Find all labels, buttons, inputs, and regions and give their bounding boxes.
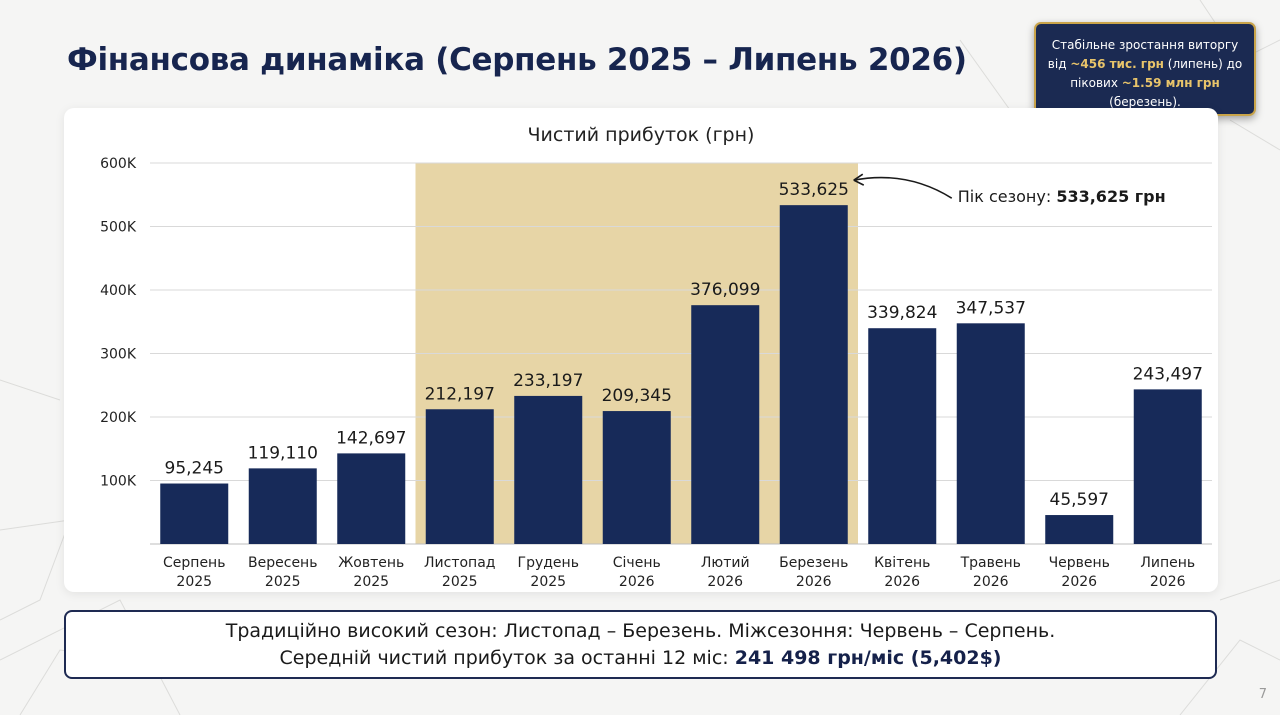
callout-mid: (липень) до пікових: [1070, 57, 1243, 90]
bar: [691, 305, 760, 544]
x-tick-label-year: 2025: [353, 574, 389, 590]
summary-line-2-prefix: Середній чистий прибуток за останні 12 м…: [279, 647, 735, 669]
bar-value-label: 243,497: [1133, 364, 1203, 384]
x-tick-label-month: Травень: [960, 555, 1021, 571]
bar-value-label: 45,597: [1050, 490, 1109, 510]
growth-callout: Стабільне зростання виторгу від ~456 тис…: [1034, 22, 1256, 116]
chart-card: Чистий прибуток (грн) 100K 200K 300K 400K 500…: [64, 108, 1218, 592]
callout-high-value: ~1.59 млн грн: [1121, 76, 1220, 90]
x-tick-label-month: Вересень: [248, 555, 317, 571]
callout-prefix: Стабільне зростання виторгу від: [1047, 38, 1239, 71]
bar: [956, 323, 1025, 544]
callout-low-value: ~456 тис. грн: [1070, 57, 1164, 71]
bar: [425, 409, 494, 544]
peak-annotation-prefix: Пік сезону:: [958, 187, 1057, 206]
x-tick-label-month: Серпень: [163, 555, 225, 571]
x-tick-label-year: 2026: [1150, 574, 1186, 590]
x-tick-label-month: Листопад: [424, 555, 495, 571]
y-tick-label: 100K: [100, 474, 137, 490]
x-tick-label-month: Березень: [779, 555, 848, 571]
bar: [248, 468, 317, 544]
bar-value-label: 533,625: [779, 180, 849, 200]
bar-value-label: 347,537: [956, 298, 1026, 318]
x-tick-label-year: 2026: [707, 574, 743, 590]
summary-box: Традиційно високий сезон: Листопад – Бер…: [64, 610, 1217, 679]
x-tick-label-year: 2026: [884, 574, 920, 590]
y-tick-label: 600K: [100, 156, 137, 172]
bar: [514, 395, 583, 544]
bar-value-label: 95,245: [165, 459, 224, 479]
profit-bar-chart: Чистий прибуток (грн) 100K 200K 300K 400K 500…: [100, 124, 1212, 590]
page-title: Фінансова динаміка (Серпень 2025 – Липен…: [67, 42, 967, 78]
bar-value-label: 233,197: [513, 371, 583, 391]
bar: [602, 411, 671, 544]
x-tick-label-month: Жовтень: [338, 555, 404, 571]
summary-average-value: 241 498 грн/міс (5,402$): [734, 647, 1002, 669]
peak-annotation-value: 533,625 грн: [1056, 187, 1165, 206]
x-tick-label-year: 2025: [530, 574, 566, 590]
bar: [868, 328, 937, 544]
bar-value-label: 142,697: [336, 428, 406, 448]
bar-value-label: 212,197: [425, 384, 495, 404]
summary-line-1: Традиційно високий сезон: Листопад – Бер…: [225, 620, 1056, 642]
summary-line-2: Середній чистий прибуток за останні 12 м…: [66, 645, 1215, 672]
bar: [779, 205, 848, 544]
x-tick-label-month: Липень: [1140, 555, 1195, 571]
bar-value-label: 119,110: [248, 443, 318, 463]
peak-arrowhead: [853, 173, 865, 186]
y-tick-label: 400K: [100, 283, 137, 299]
bar: [1133, 389, 1202, 544]
chart-title: Чистий прибуток (грн): [528, 124, 755, 146]
x-tick-label-month: Грудень: [518, 555, 579, 571]
x-tick-label-year: 2026: [796, 574, 832, 590]
callout-suffix: (березень).: [1109, 95, 1181, 109]
x-tick-label-month: Квітень: [874, 555, 930, 571]
bar-value-label: 339,824: [867, 303, 937, 323]
x-tick-label-month: Лютий: [701, 555, 750, 571]
x-tick-label-year: 2025: [176, 574, 212, 590]
x-tick-label-year: 2026: [973, 574, 1009, 590]
bar: [1045, 515, 1114, 544]
bar-value-label: 209,345: [602, 386, 672, 406]
bar: [337, 453, 406, 544]
peak-annotation: Пік сезону: 533,625 грн: [958, 187, 1166, 206]
bar: [160, 483, 229, 544]
x-tick-label-month: Січень: [613, 555, 661, 571]
x-tick-label-year: 2026: [1061, 574, 1097, 590]
y-tick-label: 500K: [100, 220, 137, 236]
page-number: 7: [1258, 687, 1267, 702]
x-tick-label-month: Червень: [1049, 555, 1110, 571]
y-tick-label: 200K: [100, 410, 137, 426]
x-tick-label-year: 2025: [265, 574, 301, 590]
x-tick-label-year: 2026: [619, 574, 655, 590]
x-tick-label-year: 2025: [442, 574, 478, 590]
y-tick-label: 300K: [100, 347, 137, 363]
bar-value-label: 376,099: [690, 280, 760, 300]
peak-arrow-line: [853, 176, 953, 199]
